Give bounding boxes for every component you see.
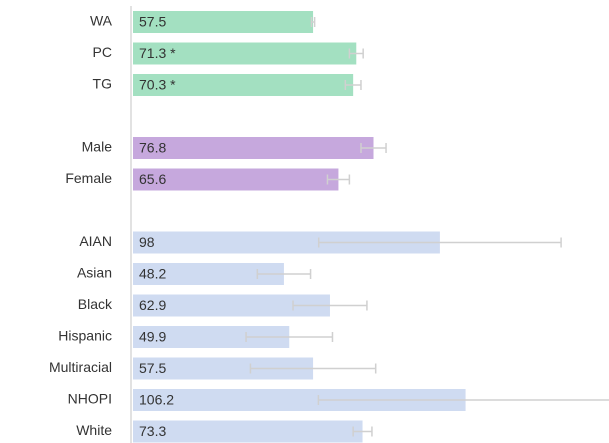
bar: [133, 263, 284, 285]
value-label: 70.3 *: [139, 77, 176, 93]
value-label: 76.8: [139, 140, 166, 156]
bar: [133, 168, 339, 191]
value-label: 49.9: [139, 329, 166, 345]
category-label: NHOPI: [68, 391, 112, 407]
category-label: TG: [93, 76, 112, 92]
bar: [133, 420, 363, 443]
value-label: 48.2: [139, 266, 166, 282]
category-label: Black: [78, 296, 113, 312]
bar: [133, 357, 314, 380]
bar: [133, 231, 440, 254]
bar: [133, 11, 314, 33]
bar: [133, 42, 357, 65]
category-label: Multiracial: [49, 359, 112, 375]
value-label: 57.5: [139, 360, 166, 376]
category-label: Male: [82, 139, 113, 155]
category-label: AIAN: [79, 233, 112, 249]
category-label: Hispanic: [58, 328, 112, 344]
category-label: Asian: [77, 265, 112, 281]
category-label: WA: [90, 13, 113, 29]
value-label: 62.9: [139, 297, 166, 313]
value-label: 106.2: [139, 392, 174, 408]
value-label: 73.3: [139, 423, 166, 439]
value-label: 57.5: [139, 14, 166, 30]
category-label: White: [76, 422, 112, 438]
bar: [133, 326, 290, 348]
value-label: 98: [139, 234, 155, 250]
category-label: Female: [65, 170, 112, 186]
value-label: 65.6: [139, 171, 166, 187]
bar: [133, 389, 466, 411]
bar: [133, 294, 330, 317]
category-label: PC: [93, 44, 112, 60]
bar: [133, 137, 374, 159]
bar: [133, 74, 354, 96]
value-label: 71.3 *: [139, 45, 176, 61]
